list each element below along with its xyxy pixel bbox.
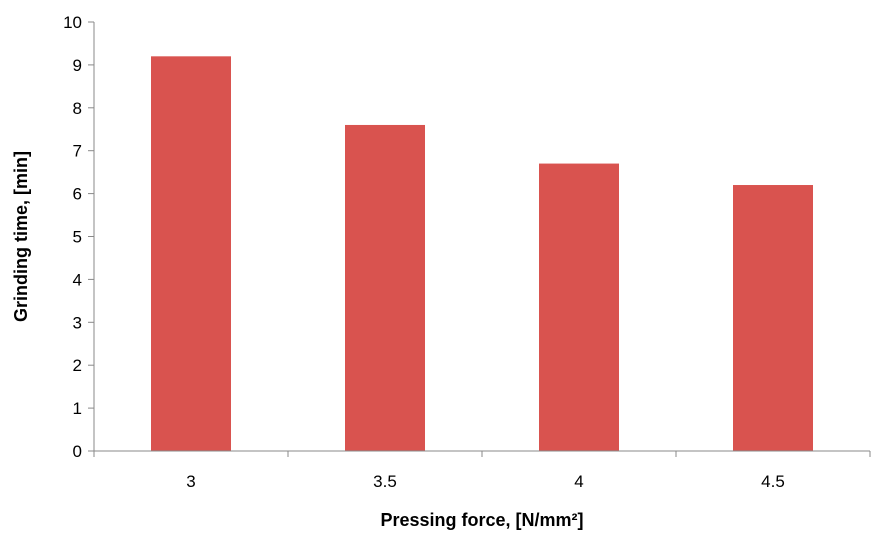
y-axis-title: Grinding time, [min] xyxy=(11,151,31,322)
y-tick-label: 1 xyxy=(73,399,82,418)
bar xyxy=(733,185,813,451)
x-axis-ticks: 3 3.5 4 4.5 xyxy=(93,451,871,491)
bar xyxy=(151,56,231,451)
y-tick-label: 9 xyxy=(73,56,82,75)
bar xyxy=(345,124,425,452)
y-tick-label: 5 xyxy=(73,228,82,247)
x-tick-label: 4 xyxy=(574,472,583,491)
y-tick-label: 0 xyxy=(73,442,82,461)
y-tick-label: 4 xyxy=(73,270,82,289)
y-tick-label: 10 xyxy=(63,13,82,32)
y-tick-label: 2 xyxy=(73,356,82,375)
x-tick-label: 3 xyxy=(186,472,195,491)
y-tick-label: 3 xyxy=(73,313,82,332)
x-tick-label: 4.5 xyxy=(761,472,785,491)
x-axis-title: Pressing force, [N/mm²] xyxy=(380,510,583,530)
y-tick-label: 6 xyxy=(73,185,82,204)
bar xyxy=(539,163,619,451)
y-tick-label: 7 xyxy=(73,142,82,161)
y-tick-label: 8 xyxy=(73,99,82,118)
bars xyxy=(151,56,813,452)
x-tick-label: 3.5 xyxy=(373,472,397,491)
y-axis-ticks: 0 1 2 3 4 5 6 7 8 9 10 xyxy=(63,13,94,461)
